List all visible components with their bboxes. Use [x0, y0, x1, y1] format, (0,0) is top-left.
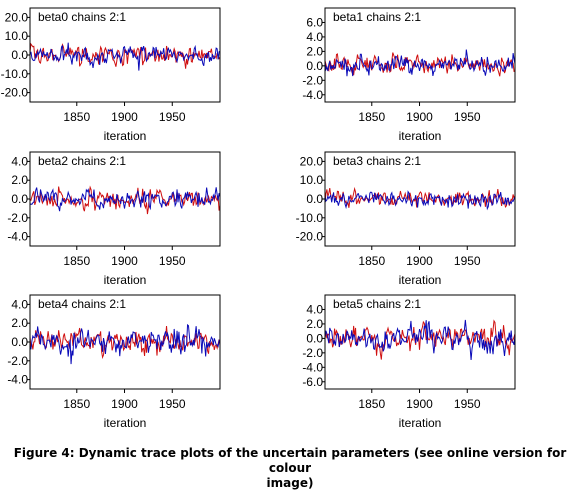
trace-line-chain-2 — [30, 42, 220, 71]
x-axis-label: iteration — [399, 416, 442, 430]
y-tick-label: -4.0 — [302, 360, 323, 374]
panel-title: beta4 chains 2:1 — [38, 297, 126, 311]
x-tick-label: 1950 — [159, 254, 186, 268]
trace-line-chain-1 — [325, 52, 515, 77]
trace-line-chain-2 — [30, 323, 220, 365]
y-tick-label: 2.0 — [306, 317, 323, 331]
y-tick-label: 2.0 — [11, 316, 28, 330]
y-tick-label: 4.0 — [11, 297, 28, 311]
x-tick-label: 1900 — [406, 397, 433, 411]
y-tick-label: -4.0 — [7, 230, 28, 244]
x-tick-label: 1950 — [454, 110, 481, 124]
y-tick-label: 0.0 — [11, 48, 28, 62]
y-tick-label: 0.0 — [11, 335, 28, 349]
x-tick-label: 1950 — [454, 254, 481, 268]
y-tick-label: 20.0 — [5, 10, 29, 24]
trace-line-chain-2 — [325, 190, 515, 211]
x-tick-label: 1900 — [406, 110, 433, 124]
x-tick-label: 1900 — [111, 397, 138, 411]
panel-title: beta5 chains 2:1 — [333, 297, 421, 311]
y-tick-label: -20.0 — [1, 86, 29, 100]
trace-line-chain-2 — [325, 319, 515, 360]
panel-title: beta2 chains 2:1 — [38, 154, 126, 168]
y-tick-label: -10.0 — [1, 67, 29, 81]
x-tick-label: 1850 — [63, 397, 90, 411]
y-tick-label: -2.0 — [302, 346, 323, 360]
y-tick-label: 2.0 — [11, 173, 28, 187]
x-tick-label: 1900 — [111, 254, 138, 268]
x-axis-label: iteration — [104, 129, 147, 143]
figure-caption-line-1: Figure 4: Dynamic trace plots of the unc… — [13, 446, 567, 475]
x-axis-label: iteration — [104, 416, 147, 430]
x-axis-label: iteration — [104, 273, 147, 287]
y-tick-label: 4.0 — [11, 154, 28, 168]
y-tick-label: 0.0 — [11, 192, 28, 206]
trace-plots-figure: beta0 chains 2:1 20.0 10.0 0.0 -10.0 -20.0 185… — [1, 7, 516, 430]
y-tick-label: -2.0 — [7, 354, 28, 368]
x-tick-label: 1850 — [63, 110, 90, 124]
x-tick-label: 1950 — [159, 110, 186, 124]
y-tick-label: 4.0 — [306, 302, 323, 316]
y-tick-label: -10.0 — [296, 211, 324, 225]
y-tick-label: -4.0 — [7, 373, 28, 387]
trace-panel-4: beta4 chains 2:1 4.0 2.0 0.0 -2.0 -4.0 1850 190… — [7, 294, 221, 430]
y-tick-label: -4.0 — [302, 88, 323, 102]
y-tick-label: 10.0 — [5, 29, 29, 43]
trace-panel-5: beta5 chains 2:1 4.02.00.0-2.0-4.0-6.0 185… — [302, 294, 516, 430]
y-tick-label: 0.0 — [306, 192, 323, 206]
x-axis-label: iteration — [399, 273, 442, 287]
panel-title: beta0 chains 2:1 — [38, 10, 126, 24]
y-tick-label: 10.0 — [300, 173, 324, 187]
y-tick-label: -2.0 — [7, 211, 28, 225]
y-tick-label: -6.0 — [302, 375, 323, 389]
x-tick-label: 1950 — [454, 397, 481, 411]
y-tick-label: 6.0 — [306, 15, 323, 29]
x-tick-label: 1850 — [358, 254, 385, 268]
trace-panel-0: beta0 chains 2:1 20.0 10.0 0.0 -10.0 -20.0 185… — [1, 7, 221, 143]
y-tick-label: 0.0 — [306, 59, 323, 73]
trace-line-chain-1 — [325, 186, 515, 209]
y-tick-label: 0.0 — [306, 331, 323, 345]
trace-panel-1: beta1 chains 2:1 6.04.02.00.0-2.0-4.0 1850… — [302, 7, 516, 143]
trace-line-chain-1 — [325, 319, 515, 360]
x-tick-label: 1900 — [111, 110, 138, 124]
x-tick-label: 1850 — [358, 397, 385, 411]
trace-panel-2: beta2 chains 2:1 4.0 2.0 0.0 -2.0 -4.0 1850 190… — [7, 151, 221, 287]
figure-caption: Figure 4: Dynamic trace plots of the unc… — [0, 446, 580, 491]
x-tick-label: 1950 — [159, 397, 186, 411]
y-tick-label: 20.0 — [300, 154, 324, 168]
x-tick-label: 1850 — [63, 254, 90, 268]
trace-line-chain-2 — [325, 49, 515, 77]
trace-panel-3: beta3 chains 2:1 20.0 10.0 0.0 -10.0 -20.0 185… — [296, 151, 516, 287]
y-tick-label: 2.0 — [306, 44, 323, 58]
panel-title: beta3 chains 2:1 — [333, 154, 421, 168]
y-tick-label: -20.0 — [296, 230, 324, 244]
panel-title: beta1 chains 2:1 — [333, 10, 421, 24]
y-tick-label: -2.0 — [302, 73, 323, 87]
x-axis-label: iteration — [399, 129, 442, 143]
y-tick-label: 4.0 — [306, 30, 323, 44]
trace-line-chain-1 — [30, 185, 220, 215]
x-tick-label: 1900 — [406, 254, 433, 268]
x-tick-label: 1850 — [358, 110, 385, 124]
trace-line-chain-2 — [30, 187, 220, 212]
